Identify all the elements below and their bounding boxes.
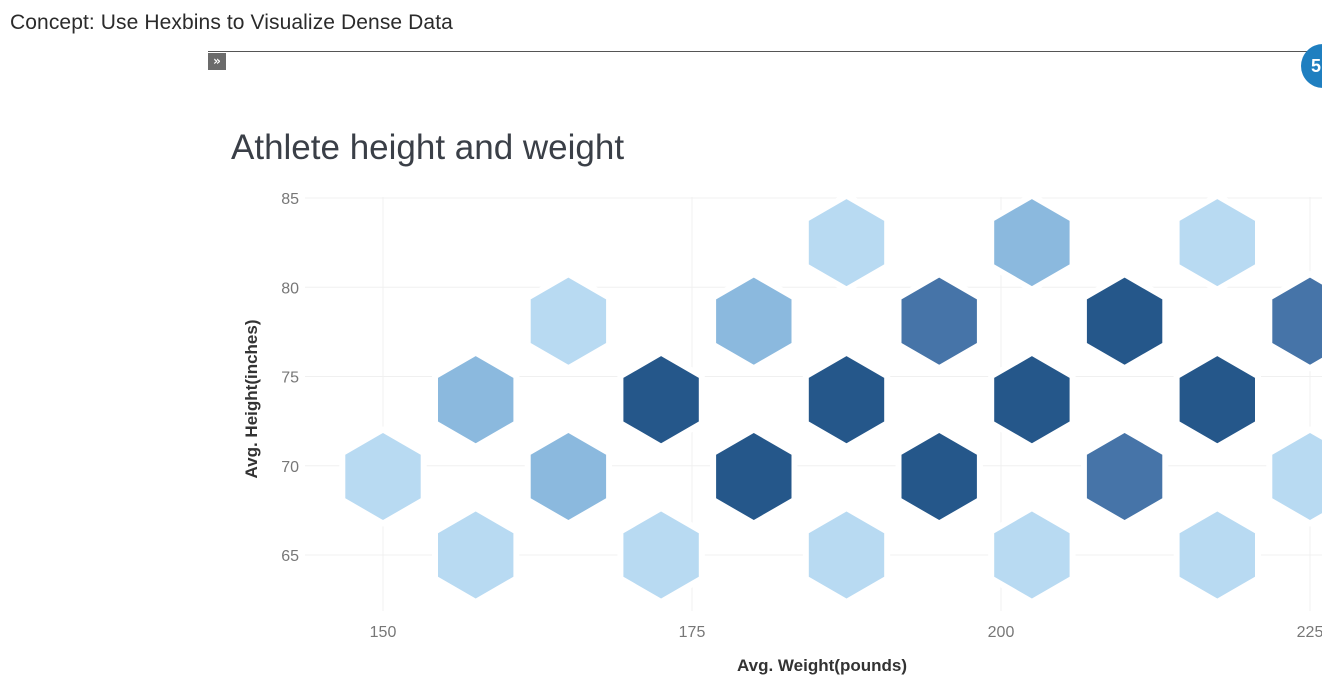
hexbin[interactable] xyxy=(988,192,1076,293)
hexbin[interactable] xyxy=(895,426,983,527)
hexbin[interactable] xyxy=(524,426,613,527)
hexbin[interactable] xyxy=(1080,426,1169,527)
y-tick-label: 75 xyxy=(281,370,299,387)
hexbin[interactable] xyxy=(432,349,520,450)
y-tick-label: 65 xyxy=(281,548,299,565)
y-tick-label: 80 xyxy=(281,280,299,297)
hexbin[interactable] xyxy=(617,349,705,450)
hexbin[interactable] xyxy=(1173,505,1261,605)
chart-title: Athlete height and weight xyxy=(231,128,624,167)
hexbin-layer xyxy=(339,192,1322,605)
hexbin[interactable] xyxy=(802,505,891,605)
x-axis-label: Avg. Weight(pounds) xyxy=(737,656,907,675)
hexbin[interactable] xyxy=(339,426,427,527)
hexbin[interactable] xyxy=(1173,349,1261,450)
expand-panel-button[interactable]: » xyxy=(208,53,226,70)
hexbin[interactable] xyxy=(524,271,613,372)
x-tick-label: 200 xyxy=(988,624,1015,641)
page-heading: Concept: Use Hexbins to Visualize Dense … xyxy=(10,11,453,34)
hexbin[interactable] xyxy=(1266,271,1322,372)
x-tick-label: 175 xyxy=(679,624,706,641)
tick-layer: 1501752002252502753006570758085 xyxy=(281,191,1322,641)
y-axis-label: Avg. Height(inches) xyxy=(242,320,261,479)
slide-number-badge[interactable]: 5 xyxy=(1301,44,1322,88)
x-tick-label: 150 xyxy=(370,624,397,641)
hexbin[interactable] xyxy=(710,426,798,527)
hexbin[interactable] xyxy=(802,192,891,293)
y-tick-label: 70 xyxy=(281,459,299,476)
x-tick-label: 225 xyxy=(1297,624,1322,641)
hexbin[interactable] xyxy=(988,505,1076,605)
hexbin[interactable] xyxy=(895,271,983,372)
hexbin[interactable] xyxy=(432,505,520,605)
hexbin[interactable] xyxy=(802,349,891,450)
header-divider xyxy=(208,51,1322,52)
y-tick-label: 85 xyxy=(281,191,299,208)
hexbin[interactable] xyxy=(617,505,705,605)
hexbin[interactable] xyxy=(710,271,798,372)
hexbin[interactable] xyxy=(1080,271,1169,372)
hexbin[interactable] xyxy=(1173,192,1261,293)
hexbin[interactable] xyxy=(988,349,1076,450)
hexbin[interactable] xyxy=(1266,426,1322,527)
